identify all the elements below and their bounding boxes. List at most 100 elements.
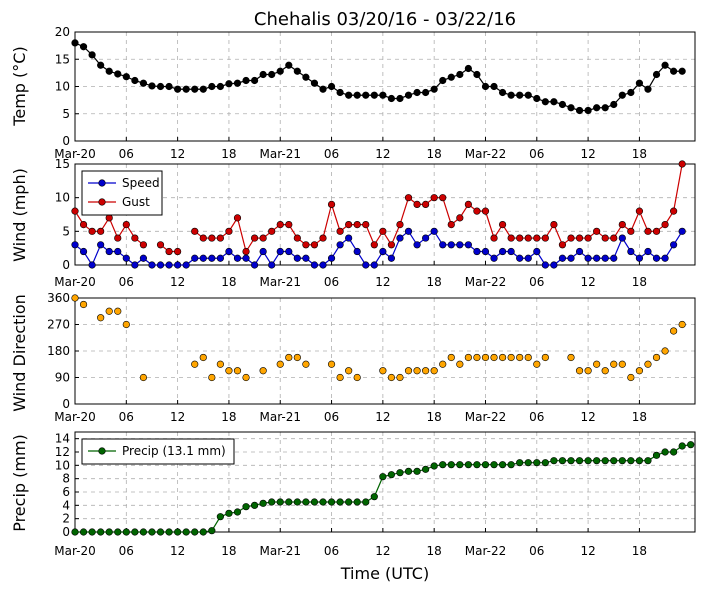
- data-point: [122, 221, 130, 229]
- legend-label: Gust: [122, 195, 150, 209]
- y-tick-label: 5: [62, 107, 70, 121]
- data-point: [464, 241, 472, 249]
- data-point: [122, 73, 130, 81]
- data-point: [670, 207, 678, 215]
- data-point: [131, 76, 139, 85]
- data-point: [336, 241, 344, 249]
- data-point: [276, 498, 284, 506]
- data-point: [490, 353, 498, 362]
- data-point: [507, 353, 515, 362]
- data-point: [139, 373, 148, 382]
- data-point: [370, 241, 378, 249]
- data-point: [413, 467, 421, 475]
- data-point: [79, 528, 88, 536]
- data-point: [618, 91, 626, 99]
- data-point: [293, 254, 301, 262]
- data-point: [430, 227, 438, 235]
- data-point: [71, 528, 79, 536]
- x-tick-label: 18: [221, 147, 236, 161]
- y-tick-label: 10: [55, 80, 70, 94]
- data-point: [575, 247, 584, 256]
- data-point: [575, 106, 584, 115]
- legend-marker: [98, 198, 106, 206]
- data-point: [191, 85, 199, 93]
- data-point: [541, 353, 549, 362]
- data-point: [79, 247, 88, 256]
- series-line-1: [71, 294, 686, 382]
- data-point: [447, 241, 455, 249]
- data-point: [174, 85, 182, 93]
- data-point: [319, 234, 327, 242]
- data-point: [97, 241, 105, 249]
- data-point: [627, 373, 635, 382]
- data-point: [71, 294, 79, 302]
- data-point: [208, 373, 216, 382]
- legend-box: [81, 170, 163, 216]
- data-point: [422, 465, 430, 473]
- data-point: [661, 448, 669, 456]
- x-tick-label: 18: [427, 410, 442, 424]
- y-tick-label: 90: [55, 371, 70, 385]
- x-tick-label: 18: [221, 410, 236, 424]
- x-tick-label: 06: [324, 410, 339, 424]
- data-point: [422, 88, 430, 97]
- panel-frame: [74, 297, 696, 405]
- data-point: [268, 261, 276, 269]
- data-point: [208, 234, 216, 242]
- x-tick-label: 12: [375, 147, 390, 161]
- data-point: [473, 247, 481, 256]
- data-point: [618, 360, 626, 368]
- data-point: [413, 200, 421, 208]
- data-point: [105, 528, 113, 536]
- legend: Speed Gust: [81, 170, 163, 216]
- data-point: [652, 451, 661, 459]
- data-point: [285, 221, 293, 229]
- data-point: [396, 94, 404, 103]
- data-point: [473, 461, 481, 469]
- data-point: [293, 498, 301, 506]
- x-tick-label: Mar-20: [54, 410, 95, 424]
- x-tick-label: 06: [529, 544, 544, 558]
- data-point: [71, 207, 79, 215]
- data-point: [387, 471, 396, 479]
- data-point: [498, 221, 507, 229]
- data-point: [533, 247, 541, 256]
- data-point: [79, 300, 88, 309]
- data-point: [336, 88, 344, 97]
- data-point: [97, 528, 105, 536]
- data-point: [678, 442, 686, 450]
- data-point: [302, 254, 310, 262]
- data-point: [567, 104, 575, 112]
- y-tick-label: 0: [62, 525, 70, 539]
- x-tick-label: 18: [632, 544, 647, 558]
- data-point: [490, 82, 498, 91]
- y-axis-label: Wind (mph): [10, 168, 29, 262]
- data-point: [481, 247, 490, 256]
- data-point: [88, 227, 96, 235]
- data-point: [302, 73, 310, 81]
- data-point: [541, 459, 549, 467]
- x-tick-label: 18: [427, 275, 442, 289]
- y-tick-label: 0: [62, 134, 70, 148]
- data-point: [182, 261, 190, 269]
- x-tick-label: Mar-22: [465, 275, 506, 289]
- y-tick-label: 6: [62, 485, 70, 499]
- data-point: [268, 70, 276, 79]
- data-point: [541, 234, 549, 242]
- data-point: [473, 353, 481, 362]
- data-point: [97, 61, 105, 69]
- data-point: [584, 457, 592, 465]
- data-point: [635, 457, 644, 465]
- data-point: [627, 88, 635, 97]
- data-point: [456, 461, 464, 469]
- series-gust: [71, 160, 686, 256]
- data-point: [490, 234, 498, 242]
- data-point: [259, 70, 267, 79]
- panel-frame: [74, 431, 696, 533]
- data-point: [199, 254, 207, 262]
- data-point: [387, 241, 396, 249]
- data-point: [524, 234, 532, 242]
- x-tick-label: 06: [324, 544, 339, 558]
- data-point: [242, 76, 250, 85]
